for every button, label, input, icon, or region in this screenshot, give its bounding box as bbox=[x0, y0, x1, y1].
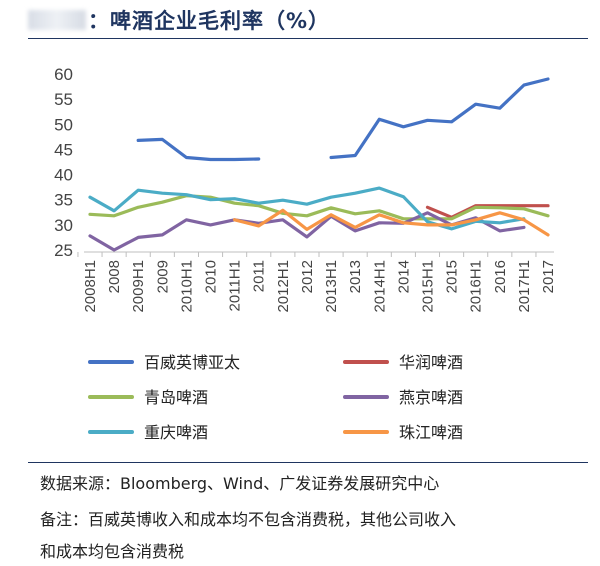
legend-label: 重庆啤酒 bbox=[144, 423, 208, 442]
legend-label: 青岛啤酒 bbox=[144, 388, 208, 407]
y-tick-label: 35 bbox=[54, 191, 73, 210]
y-tick-label: 25 bbox=[54, 241, 73, 260]
legend-label: 珠江啤酒 bbox=[399, 423, 463, 442]
x-tick-label: 2012H1 bbox=[275, 260, 292, 313]
x-tick-label: 2013H1 bbox=[323, 260, 340, 313]
legend-entry: 重庆啤酒 bbox=[88, 423, 208, 442]
x-tick-label: 2017H1 bbox=[516, 260, 533, 313]
series-2 bbox=[88, 194, 550, 221]
remark-line-2: 和成本均包含消费税 bbox=[40, 542, 185, 561]
x-tick-label: 2012 bbox=[299, 260, 316, 293]
legend-label: 华润啤酒 bbox=[399, 353, 463, 372]
x-tick-label: 2014 bbox=[395, 260, 412, 293]
y-tick-label: 30 bbox=[54, 216, 73, 235]
series-line bbox=[88, 194, 550, 221]
x-tick-label: 2010 bbox=[203, 260, 220, 293]
x-tick-label: 2011 bbox=[251, 260, 268, 292]
x-tick-label: 2015H1 bbox=[419, 260, 436, 313]
data-source-note: 数据来源：Bloomberg、Wind、广发证券发展研究中心 bbox=[40, 474, 440, 493]
x-tick-label: 2009 bbox=[154, 260, 171, 293]
x-tick-label: 2016H1 bbox=[468, 260, 485, 313]
legend-entry: 燕京啤酒 bbox=[343, 388, 463, 407]
y-tick-label: 45 bbox=[54, 140, 73, 159]
line-chart: 25 30 35 40 45 50 55 60 2008H1 2008 2009H1 2009 2010… bbox=[54, 65, 557, 442]
x-tick-label: 2008H1 bbox=[82, 260, 99, 313]
title-divider bbox=[28, 38, 588, 39]
legend-entry: 华润啤酒 bbox=[343, 353, 463, 372]
chart-title: ：啤酒企业毛利率（%） bbox=[88, 9, 331, 33]
series-5 bbox=[233, 208, 550, 237]
x-tick-label: 2009H1 bbox=[130, 260, 147, 313]
legend-entry: 珠江啤酒 bbox=[343, 423, 463, 442]
series-1 bbox=[425, 204, 550, 219]
x-tick-label: 2013 bbox=[347, 260, 364, 293]
x-tick-label: 2016 bbox=[492, 260, 509, 293]
series-line bbox=[88, 211, 526, 252]
title-blurred-figure-number bbox=[28, 10, 86, 30]
x-tick-label: 2015 bbox=[444, 260, 461, 293]
series-line bbox=[329, 77, 550, 160]
y-tick-label: 60 bbox=[54, 65, 73, 84]
legend-entry: 青岛啤酒 bbox=[88, 388, 208, 407]
remark-line-1: 备注：百威英博收入和成本均不包含消费税，其他公司收入 bbox=[40, 510, 457, 529]
chart-title-area: ：啤酒企业毛利率（%） bbox=[28, 6, 330, 34]
series-line bbox=[425, 204, 550, 219]
footer-divider bbox=[28, 462, 588, 463]
x-tick-label: 2011H1 bbox=[227, 260, 244, 311]
series-line bbox=[88, 186, 526, 231]
y-tick-label: 40 bbox=[54, 166, 73, 185]
series-4 bbox=[88, 186, 526, 231]
series-0 bbox=[136, 77, 550, 162]
y-tick-label: 50 bbox=[54, 115, 73, 134]
x-tick-label: 2010H1 bbox=[178, 260, 195, 313]
y-tick-label: 55 bbox=[54, 90, 73, 109]
x-tick-label: 2014H1 bbox=[371, 260, 388, 313]
x-tick-label: 2008 bbox=[106, 260, 123, 293]
legend-label: 百威英博亚太 bbox=[144, 353, 240, 372]
x-tick-label: 2017 bbox=[540, 260, 557, 293]
series-line bbox=[233, 208, 550, 237]
legend-label: 燕京啤酒 bbox=[399, 388, 463, 407]
legend-entry: 百威英博亚太 bbox=[88, 353, 240, 372]
series-line bbox=[136, 137, 261, 162]
series-3 bbox=[88, 211, 526, 252]
